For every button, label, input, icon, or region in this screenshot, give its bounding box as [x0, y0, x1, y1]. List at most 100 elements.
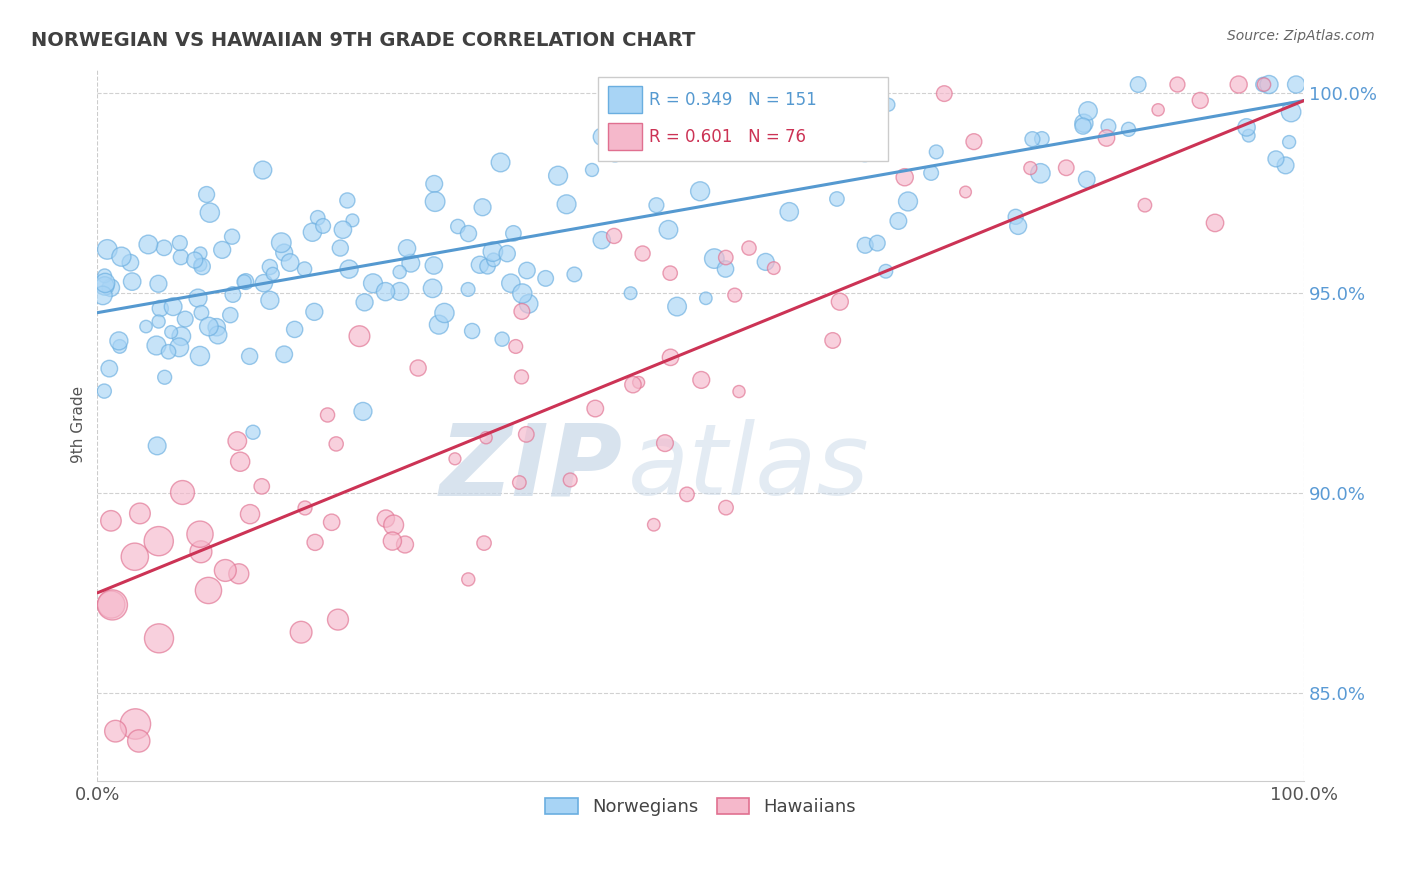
Text: R = 0.601   N = 76: R = 0.601 N = 76	[648, 128, 806, 145]
Point	[515, 427, 537, 442]
Point	[1126, 78, 1149, 92]
Point	[149, 301, 172, 316]
Point	[433, 306, 456, 320]
Point	[877, 97, 900, 112]
Point	[170, 250, 193, 264]
Point	[242, 425, 264, 440]
Point	[388, 265, 411, 279]
FancyBboxPatch shape	[598, 77, 887, 161]
Point	[778, 204, 800, 219]
Point	[603, 146, 626, 161]
Point	[304, 535, 326, 549]
Point	[325, 437, 347, 451]
Point	[659, 351, 682, 365]
Point	[233, 275, 256, 289]
Point	[388, 285, 411, 299]
Point	[184, 253, 207, 268]
Point	[657, 223, 679, 237]
Point	[457, 283, 479, 297]
Point	[499, 276, 522, 290]
Point	[290, 625, 312, 640]
Point	[229, 455, 252, 469]
Point	[406, 361, 429, 376]
Point	[457, 227, 479, 241]
Point	[235, 275, 257, 289]
FancyBboxPatch shape	[607, 87, 641, 113]
Point	[100, 514, 122, 528]
Point	[755, 255, 778, 269]
FancyBboxPatch shape	[607, 123, 641, 151]
Point	[461, 324, 484, 338]
Point	[91, 288, 114, 302]
Point	[221, 229, 243, 244]
Point	[591, 129, 613, 144]
Point	[129, 507, 152, 521]
Point	[301, 225, 323, 239]
Point	[654, 436, 676, 450]
Point	[188, 527, 211, 541]
Point	[724, 288, 747, 302]
Point	[93, 268, 115, 283]
Point	[374, 285, 396, 299]
Point	[1007, 219, 1029, 233]
Point	[94, 276, 117, 290]
Point	[382, 518, 405, 533]
Point	[1279, 105, 1302, 120]
Point	[1189, 94, 1212, 108]
Point	[120, 256, 142, 270]
Text: NORWEGIAN VS HAWAIIAN 9TH GRADE CORRELATION CHART: NORWEGIAN VS HAWAIIAN 9TH GRADE CORRELAT…	[31, 31, 696, 50]
Point	[128, 734, 150, 748]
Point	[198, 205, 221, 219]
Point	[591, 233, 613, 247]
Point	[94, 279, 117, 293]
Point	[273, 347, 295, 361]
Point	[304, 305, 326, 319]
Point	[284, 322, 307, 336]
Point	[336, 194, 359, 208]
Point	[148, 632, 170, 646]
Point	[925, 145, 948, 159]
Point	[477, 260, 499, 274]
Point	[562, 268, 585, 282]
Point	[190, 246, 212, 260]
Point	[505, 339, 527, 353]
Point	[1236, 120, 1258, 135]
Point	[1237, 128, 1260, 143]
Point	[172, 485, 194, 500]
Point	[583, 401, 606, 416]
Point	[457, 573, 479, 587]
Point	[100, 598, 122, 612]
Point	[326, 613, 349, 627]
Point	[496, 246, 519, 260]
Point	[96, 243, 118, 257]
Point	[190, 545, 212, 559]
Point	[160, 325, 183, 339]
Point	[887, 214, 910, 228]
Point	[468, 258, 491, 272]
Point	[1019, 161, 1042, 175]
Point	[619, 286, 641, 301]
Point	[197, 583, 219, 598]
Point	[627, 376, 650, 390]
Point	[207, 328, 229, 343]
Point	[427, 318, 450, 332]
Point	[157, 344, 180, 359]
Point	[312, 219, 335, 233]
Point	[337, 262, 360, 277]
Point	[1227, 78, 1250, 92]
Point	[174, 312, 197, 326]
Point	[581, 163, 603, 178]
Point	[250, 479, 273, 493]
Point	[342, 213, 364, 227]
Point	[714, 251, 737, 265]
Point	[226, 434, 249, 448]
Point	[963, 135, 986, 149]
Point	[472, 536, 495, 550]
Point	[396, 241, 419, 255]
Point	[690, 373, 713, 387]
Point	[394, 537, 416, 551]
Point	[1004, 210, 1026, 224]
Point	[170, 329, 193, 343]
Point	[1118, 122, 1140, 136]
Point	[423, 259, 446, 273]
